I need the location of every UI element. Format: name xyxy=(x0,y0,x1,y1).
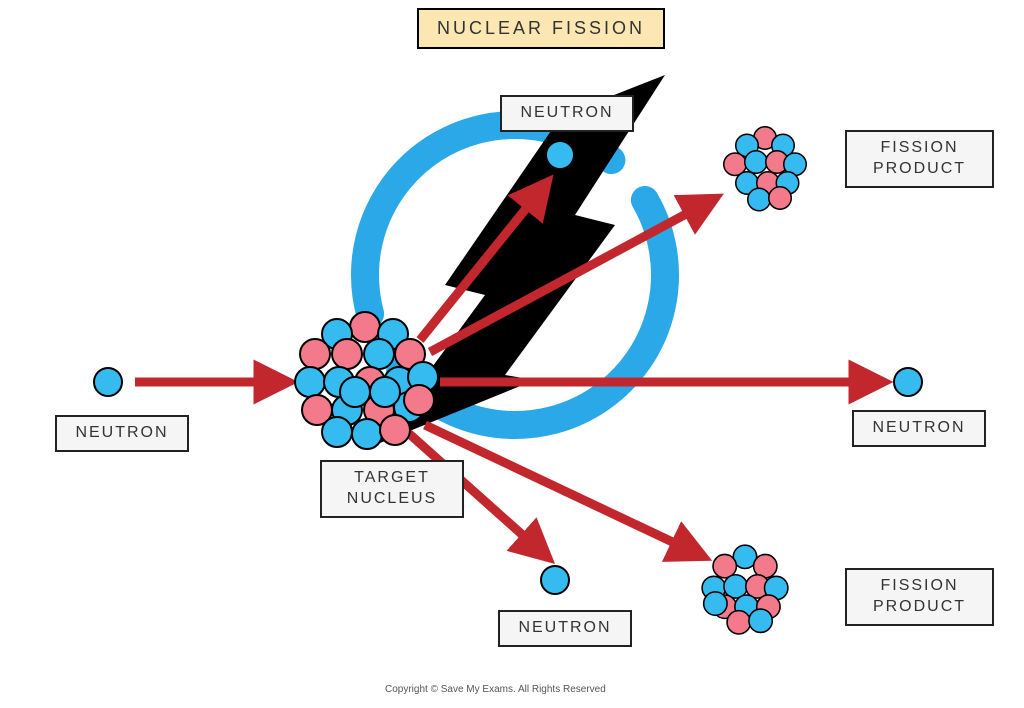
label-l_fp_top: FISSION PRODUCT xyxy=(845,130,994,188)
neutron-out_top xyxy=(546,141,574,169)
neutron-out_bottom xyxy=(541,566,569,594)
neutron-out_right xyxy=(894,368,922,396)
label-l_target: TARGET NUCLEUS xyxy=(320,460,464,518)
label-l_n_top: NEUTRON xyxy=(500,95,634,132)
label-l_fp_bot: FISSION PRODUCT xyxy=(845,568,994,626)
diagram-title: NUCLEAR FISSION xyxy=(417,8,665,49)
label-l_n_bot: NEUTRON xyxy=(498,610,632,647)
fission-product-fp_bottom xyxy=(702,545,788,634)
target-nucleus xyxy=(295,312,438,449)
label-l_n_right: NEUTRON xyxy=(852,410,986,447)
fission-product-fp_top xyxy=(724,127,807,211)
neutron-incoming xyxy=(94,368,122,396)
copyright-text: Copyright © Save My Exams. All Rights Re… xyxy=(385,684,606,695)
label-l_in_neutron: NEUTRON xyxy=(55,415,189,452)
